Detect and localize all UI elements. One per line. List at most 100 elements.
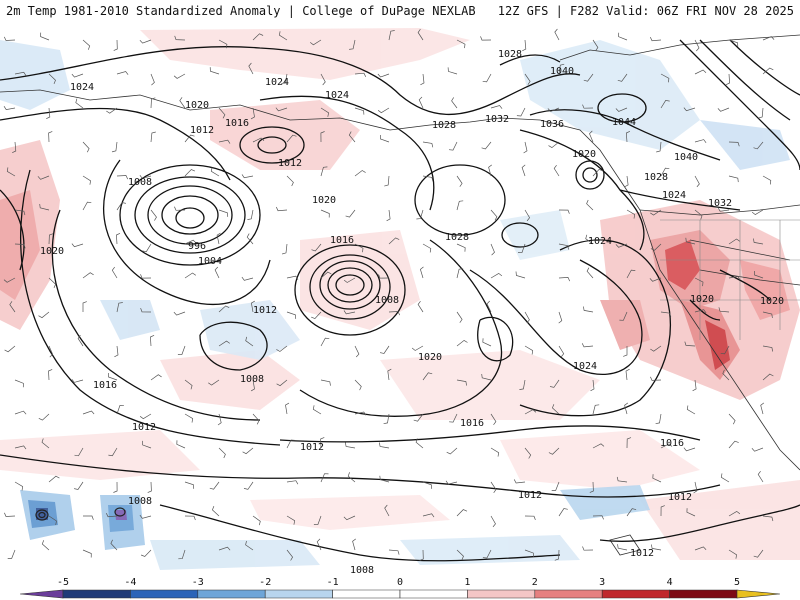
wind-barb [753, 549, 764, 558]
color-scale-segment [332, 589, 401, 599]
wind-barb [48, 233, 54, 245]
wind-barb [762, 373, 774, 381]
wind-barb [448, 141, 458, 151]
wind-barbs [3, 28, 775, 561]
wind-barb [211, 505, 220, 517]
wind-barb [349, 39, 356, 50]
wind-barb [111, 141, 118, 153]
wind-barb [558, 345, 565, 358]
wind-barb [71, 379, 84, 383]
wind-barb [558, 311, 563, 324]
wind-barb [106, 107, 118, 114]
wind-barb [108, 447, 118, 457]
wind-barb [728, 510, 741, 517]
isobar-label: 1016 [660, 438, 684, 449]
wind-barb [147, 481, 152, 493]
isobar-label: 1016 [460, 418, 484, 429]
wind-barb [378, 274, 390, 279]
wind-barb [320, 131, 325, 143]
color-scale-segment [197, 589, 266, 599]
wind-barb [279, 31, 288, 41]
wind-barb [286, 311, 297, 319]
isobar-label: 1008 [350, 565, 374, 575]
isobar-label: 1032 [485, 114, 509, 125]
wind-barb [616, 476, 628, 483]
color-scale-tick-label: -5 [57, 577, 69, 588]
wind-barb [419, 266, 424, 279]
wind-barb [686, 405, 696, 415]
wind-barb [252, 515, 261, 526]
wind-barb [725, 73, 730, 86]
wind-barb [762, 36, 775, 41]
wind-barb [683, 447, 696, 452]
wind-barb [116, 232, 121, 245]
wind-barb [456, 549, 464, 561]
wind-barb [41, 438, 50, 449]
wind-barb [660, 505, 665, 517]
wind-barb [82, 272, 94, 279]
wind-barb [651, 544, 662, 551]
wind-barb [150, 374, 162, 381]
color-scale-segment [736, 589, 781, 599]
color-scale-tick-label: 1 [464, 577, 470, 588]
wind-barb [524, 549, 534, 558]
wind-barb [384, 504, 390, 517]
wind-barb [179, 97, 186, 109]
wind-barb [352, 538, 357, 551]
wind-barb [751, 447, 764, 452]
color-scale-tick-label: 5 [734, 577, 740, 588]
wind-barb [286, 515, 296, 525]
wind-barb [585, 234, 594, 245]
wind-barb [558, 63, 565, 75]
wind-barb [456, 243, 466, 252]
wind-barb [416, 209, 424, 220]
wind-barb [694, 69, 707, 75]
wind-barb [75, 98, 84, 109]
wind-barb [519, 379, 526, 390]
wind-barb [624, 402, 629, 415]
wind-barb [490, 447, 500, 457]
wind-barb [717, 207, 730, 212]
wind-barb [39, 203, 50, 211]
wind-barb [417, 300, 424, 313]
wind-barb [311, 311, 322, 320]
isobar-label: 1012 [278, 158, 302, 169]
wind-barb [388, 30, 395, 41]
wind-barb [592, 168, 604, 177]
isobar-label: 1012 [300, 442, 324, 453]
wind-barb [694, 309, 707, 314]
wind-barb [722, 369, 730, 381]
wind-barb [139, 174, 152, 179]
wind-barb [422, 243, 432, 253]
wind-barb [178, 549, 186, 560]
wind-barb [419, 549, 424, 561]
wind-barb [139, 39, 152, 44]
wind-barb [210, 167, 220, 177]
wind-barb [384, 175, 390, 187]
wind-barb [558, 243, 569, 250]
isobar-label: 1012 [132, 422, 156, 433]
wind-barb [218, 546, 231, 551]
color-scale-tick-label: 0 [397, 577, 403, 588]
isobars [0, 39, 800, 562]
wind-barb [110, 539, 118, 551]
wind-barb [116, 302, 123, 313]
wind-barb [48, 475, 60, 483]
wind-barb [282, 243, 288, 255]
wind-barb [184, 239, 197, 245]
isobar-label: 1040 [550, 66, 574, 77]
wind-barb [150, 209, 157, 221]
wind-barb [245, 336, 254, 347]
wind-barb [250, 379, 255, 392]
wind-barb [184, 379, 193, 390]
wind-barb [176, 440, 186, 449]
wind-barb [490, 481, 497, 494]
wind-barb [521, 164, 526, 177]
wind-barb [174, 206, 186, 211]
wind-barb [694, 277, 704, 287]
wind-barb [753, 141, 764, 150]
wind-barb [12, 141, 17, 154]
wind-barb [590, 379, 595, 392]
wind-barb [354, 170, 366, 177]
isobar-label: 1020 [185, 100, 209, 111]
